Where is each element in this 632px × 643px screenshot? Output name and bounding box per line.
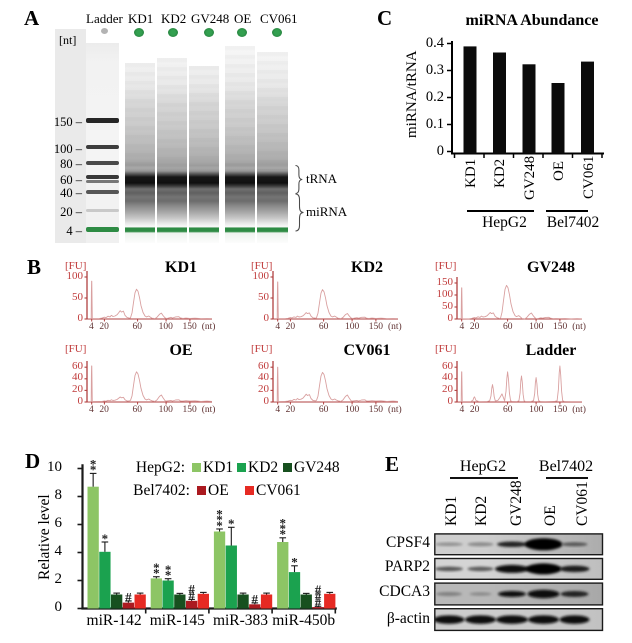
svg-text:#: #: [125, 590, 132, 605]
svg-text:*: *: [280, 515, 287, 530]
svg-text:*: *: [153, 566, 160, 581]
svg-text:*: *: [280, 521, 287, 536]
svg-text:*: *: [280, 527, 287, 542]
svg-text:*: *: [216, 507, 223, 522]
svg-text:*: *: [165, 562, 172, 577]
svg-text:#: #: [315, 588, 322, 603]
svg-text:#: #: [188, 588, 195, 603]
svg-text:*: *: [216, 512, 223, 527]
svg-text:*: *: [102, 531, 109, 546]
svg-text:*: *: [90, 457, 97, 472]
svg-text:*: *: [216, 518, 223, 533]
svg-text:*: *: [153, 560, 160, 575]
svg-text:*: *: [291, 555, 298, 570]
svg-text:*: *: [228, 516, 235, 531]
svg-text:#: #: [252, 592, 259, 607]
svg-text:#: #: [315, 582, 322, 597]
svg-text:*: *: [90, 462, 97, 477]
svg-text:*: *: [165, 567, 172, 582]
svg-text:#: #: [188, 582, 195, 597]
svg-text:#: #: [315, 595, 322, 610]
